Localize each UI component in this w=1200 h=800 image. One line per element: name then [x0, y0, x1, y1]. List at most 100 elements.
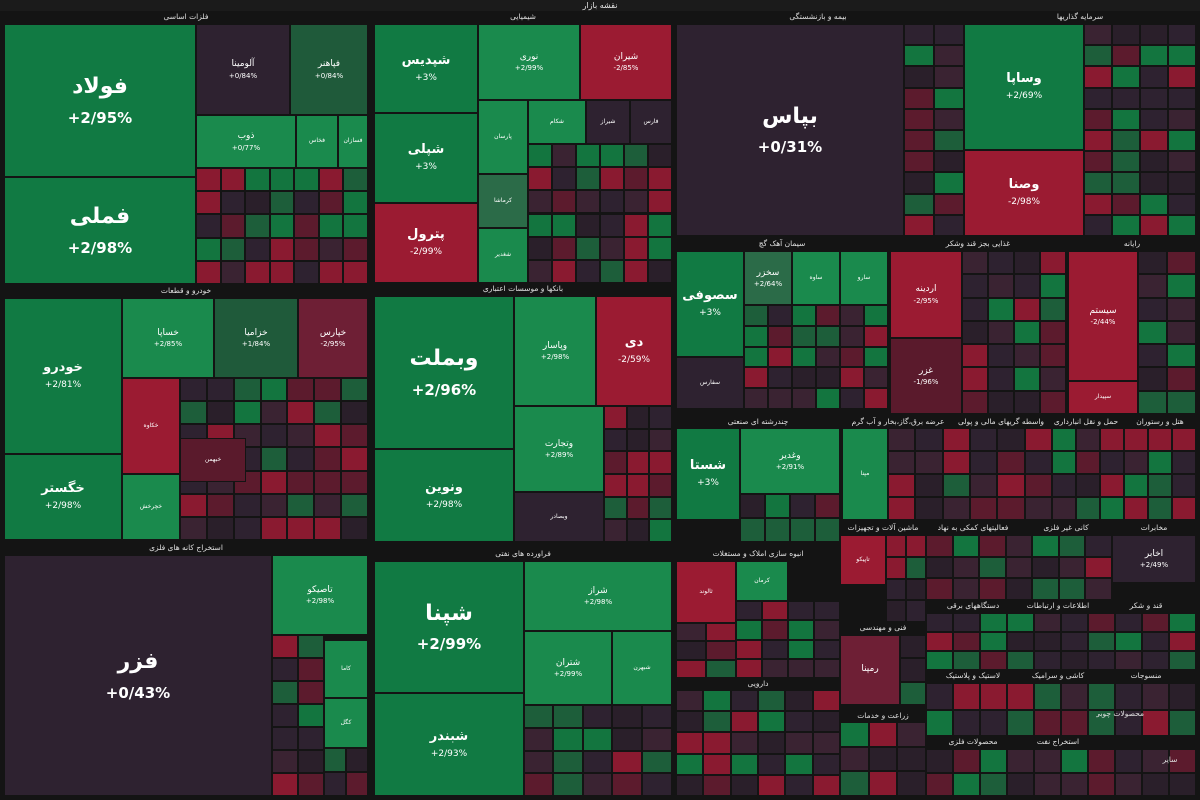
minor-tile[interactable] [1169, 613, 1196, 632]
minor-tile[interactable] [1124, 451, 1148, 474]
minor-tile[interactable] [864, 346, 888, 368]
minor-tile[interactable] [812, 690, 840, 712]
minor-tile[interactable] [934, 130, 964, 152]
minor-tile[interactable] [1040, 320, 1066, 345]
minor-tile[interactable] [1148, 474, 1172, 497]
tile-fepahnar[interactable]: فپاهنر +0/84% [290, 24, 368, 115]
tile-shekam[interactable]: شکام [528, 100, 586, 144]
minor-tile[interactable] [988, 367, 1014, 391]
minor-tile[interactable] [953, 613, 980, 632]
tile-kegol[interactable]: کگل [324, 698, 368, 748]
minor-tile[interactable] [988, 297, 1014, 321]
tile-kerman[interactable]: کرمان [736, 561, 788, 601]
minor-tile[interactable] [1088, 651, 1115, 670]
minor-tile[interactable] [294, 260, 319, 284]
minor-tile[interactable] [1034, 613, 1061, 632]
minor-tile[interactable] [233, 516, 261, 540]
minor-tile[interactable] [897, 722, 926, 747]
minor-tile[interactable] [314, 378, 342, 402]
minor-tile[interactable] [220, 168, 246, 192]
minor-tile[interactable] [1005, 556, 1033, 579]
minor-tile[interactable] [815, 518, 840, 542]
minor-tile[interactable] [758, 711, 786, 733]
minor-tile[interactable] [904, 130, 934, 152]
minor-tile[interactable] [962, 274, 988, 298]
minor-tile[interactable] [703, 753, 731, 775]
minor-tile[interactable] [1061, 683, 1088, 710]
minor-tile[interactable] [1172, 428, 1196, 451]
minor-tile[interactable] [926, 578, 953, 600]
minor-tile[interactable] [942, 497, 970, 520]
minor-tile[interactable] [341, 470, 368, 494]
minor-tile[interactable] [840, 305, 864, 326]
minor-tile[interactable] [269, 191, 295, 215]
minor-tile[interactable] [298, 773, 324, 796]
minor-tile[interactable] [740, 494, 765, 518]
minor-tile[interactable] [604, 519, 627, 542]
minor-tile[interactable] [1084, 172, 1112, 194]
minor-tile[interactable] [815, 494, 840, 518]
tile-vasena[interactable]: وصنا -2/98% [964, 150, 1084, 236]
minor-tile[interactable] [840, 325, 864, 347]
minor-tile[interactable] [792, 388, 816, 409]
minor-tile[interactable] [1140, 45, 1168, 67]
minor-tile[interactable] [604, 428, 627, 452]
minor-tile[interactable] [840, 771, 869, 796]
minor-tile[interactable] [1040, 390, 1066, 414]
minor-tile[interactable] [988, 274, 1014, 298]
minor-tile[interactable] [576, 190, 600, 214]
minor-tile[interactable] [962, 344, 988, 368]
minor-tile[interactable] [906, 556, 926, 579]
tile-vanovin[interactable]: ونوین +2/98% [374, 449, 514, 542]
minor-tile[interactable] [1167, 367, 1196, 391]
minor-tile[interactable] [730, 774, 758, 796]
minor-tile[interactable] [904, 24, 934, 46]
tile-shiran[interactable]: شیران -2/85% [580, 24, 672, 100]
minor-tile[interactable] [298, 635, 324, 658]
minor-tile[interactable] [1169, 632, 1196, 651]
minor-tile[interactable] [758, 732, 786, 754]
minor-tile[interactable] [649, 519, 672, 542]
minor-tile[interactable] [1169, 709, 1196, 736]
minor-tile[interactable] [1100, 451, 1124, 474]
minor-tile[interactable] [272, 727, 298, 750]
minor-tile[interactable] [703, 690, 731, 712]
minor-tile[interactable] [553, 705, 583, 728]
tile-khecharkhesh[interactable]: خچرخش [122, 474, 180, 540]
minor-tile[interactable] [294, 214, 319, 238]
minor-tile[interactable] [762, 658, 788, 678]
minor-tile[interactable] [988, 320, 1014, 345]
minor-tile[interactable] [1140, 214, 1168, 236]
minor-tile[interactable] [1169, 772, 1196, 796]
minor-tile[interactable] [1142, 749, 1169, 773]
minor-tile[interactable] [1115, 683, 1142, 710]
minor-tile[interactable] [626, 451, 650, 474]
minor-tile[interactable] [1061, 709, 1088, 736]
tile-shebandar[interactable]: شبندر +2/93% [374, 693, 524, 796]
minor-tile[interactable] [706, 641, 736, 660]
tile-rampna[interactable]: رمپنا [840, 635, 900, 705]
minor-tile[interactable] [1167, 320, 1196, 345]
minor-tile[interactable] [1112, 24, 1140, 46]
minor-tile[interactable] [962, 251, 988, 275]
minor-tile[interactable] [1084, 24, 1112, 46]
minor-tile[interactable] [785, 732, 813, 754]
minor-tile[interactable] [864, 388, 888, 409]
tile-sakhand[interactable]: ثالوند [676, 561, 736, 623]
minor-tile[interactable] [768, 367, 792, 389]
minor-tile[interactable] [582, 727, 612, 751]
minor-tile[interactable] [758, 753, 786, 775]
minor-tile[interactable] [1142, 683, 1169, 710]
minor-tile[interactable] [792, 305, 816, 326]
minor-tile[interactable] [1032, 556, 1059, 579]
minor-tile[interactable] [768, 346, 792, 368]
minor-tile[interactable] [1061, 613, 1088, 632]
minor-tile[interactable] [934, 108, 964, 130]
tile-sepidar[interactable]: سپیدار [1068, 381, 1138, 414]
minor-tile[interactable] [812, 753, 840, 775]
minor-tile[interactable] [1034, 709, 1061, 736]
minor-tile[interactable] [888, 497, 916, 520]
minor-tile[interactable] [604, 474, 627, 497]
minor-tile[interactable] [1112, 172, 1140, 194]
minor-tile[interactable] [552, 259, 576, 283]
